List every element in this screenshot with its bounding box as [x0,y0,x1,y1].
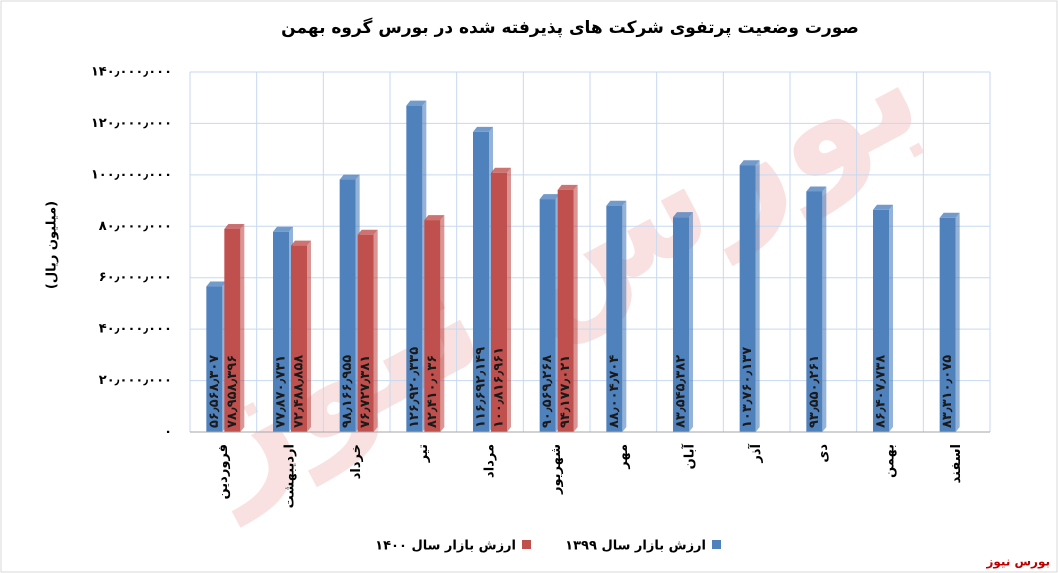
value-label: ۱۲۶٫۹۲۰٫۳۳۵ [407,347,422,428]
x-tick-label: اسفند [949,444,964,483]
bar-top [424,215,445,221]
bar [557,189,574,432]
bar-top [473,126,493,132]
value-label: ۷۷٫۸۷۰٫۷۳۱ [274,355,289,428]
bar [273,231,289,432]
value-label: ۹۸٫۱۶۶٫۹۵۵ [340,355,355,428]
bar [606,205,623,432]
bar-top [406,100,427,106]
x-tick-label: شهریور [549,444,564,495]
x-tick-label: مرداد [483,444,498,478]
bar [673,217,689,432]
value-label: ۱۰۳٫۷۶۰٫۱۳۷ [740,347,755,428]
y-tick-label: ۱۲۰٫۰۰۰٫۰۰۰ [91,116,172,131]
bar [473,131,489,432]
bar-top [673,212,693,218]
value-label: ۸۳٫۵۴۵٫۳۸۲ [674,355,689,428]
bar-top [873,204,893,210]
bar-side [689,212,693,432]
bar-side [307,240,311,432]
bar [357,234,374,432]
x-tick-label: بهمن [883,444,898,478]
bar-side [955,212,960,432]
bar-top [224,223,245,229]
x-tick-label: اردیبهشت [283,444,298,508]
value-label: ۵۶٫۵۶۸٫۳۰۷ [207,355,222,428]
bar-top [291,240,311,246]
x-tick-label: خرداد [349,444,364,479]
bar-top [606,200,627,206]
value-label: ۱۰۰٫۸۱۶٫۹۶۱ [492,347,507,428]
bar-top [273,226,293,232]
bar [939,217,956,432]
y-tick-label: ۶۰٫۰۰۰٫۰۰۰ [99,270,172,285]
bar-side [440,215,445,432]
bar [491,172,507,432]
bar [539,199,556,432]
bar-top [539,194,560,200]
y-tick-label: ۱۴۰٫۰۰۰٫۰۰۰ [91,65,172,80]
value-label: ۹۴٫۱۷۷٫۰۲۱ [558,355,573,428]
y-tick-label: ۰ [164,425,172,440]
value-label: ۷۸٫۹۵۸٫۳۹۶ [225,355,240,428]
bar-top [739,160,760,166]
bar-top [806,186,827,192]
x-tick-label: فروردین [216,444,231,499]
bar [806,191,823,432]
x-tick-label: آبان [681,443,698,469]
x-tick-label: مهر [616,444,631,470]
value-label: ۷۲٫۴۸۸٫۸۵۸ [292,355,307,428]
legend-swatch [712,540,721,549]
bar [339,179,356,432]
legend-label: ارزش بازار سال ۱۳۹۹ [565,539,706,554]
source: بورس نیوز [985,555,1050,570]
y-tick-label: ۸۰٫۰۰۰٫۰۰۰ [99,219,172,234]
value-label: ۷۶٫۷۲۷٫۳۸۱ [358,355,373,428]
bar-top [357,229,378,235]
value-label: ۸۲٫۴۱۰٫۰۳۶ [425,355,440,428]
bar [739,165,756,432]
value-label: ۹۳٫۵۵۰٫۲۶۱ [807,355,822,428]
bar-side [822,186,827,432]
y-tick-label: ۲۰٫۰۰۰٫۰۰۰ [99,373,172,388]
bar [291,245,307,432]
bar-side [240,223,245,432]
bar-top [206,281,227,287]
bar-side [507,167,511,432]
bar [224,228,241,432]
x-tick-label: تیر [416,444,431,463]
x-tick-label: آذر [747,443,764,463]
value-label: ۸۶٫۴۰۷٫۷۳۸ [874,355,889,428]
bar-side [622,200,627,432]
bar [873,209,889,432]
bar-top [939,212,960,218]
bar [424,220,441,432]
x-tick-label: دی [816,444,831,463]
bar-top [339,174,360,180]
legend-swatch [522,540,531,549]
value-label: ۸۳٫۳۱۰٫۰۷۵ [940,355,955,428]
bar-side [373,229,378,432]
y-tick-label: ۱۰۰٫۰۰۰٫۰۰۰ [91,167,172,182]
value-label: ۹۰٫۵۶۹٫۲۶۸ [540,355,555,428]
value-label: ۱۱۶٫۶۹۲٫۱۴۹ [474,347,489,428]
bar-top [557,184,578,190]
y-tick-label: ۴۰٫۰۰۰٫۰۰۰ [99,322,172,337]
y-axis-title: (میلیون ریال) [45,201,60,289]
bar-top [491,167,511,173]
chart-title: صورت وضعیت پرتفوی شرکت های پذیرفته شده د… [281,17,859,38]
legend-label: ارزش بازار سال ۱۴۰۰ [375,539,516,554]
bar [206,286,223,432]
bar-side [889,204,893,432]
value-label: ۸۸٫۰۰۴٫۷۰۴ [607,355,622,428]
bar [406,105,423,432]
bar-side [755,160,760,432]
bar-side [573,184,578,432]
